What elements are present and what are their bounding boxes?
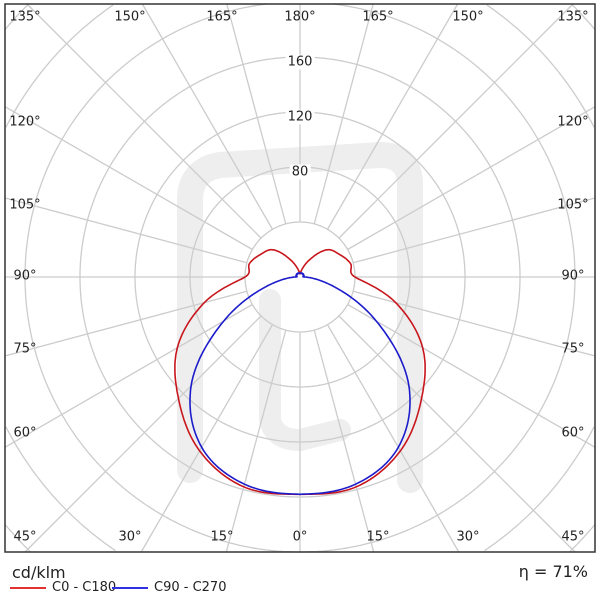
grid-spoke [4, 106, 253, 251]
angle-label: 60° [13, 425, 37, 441]
legend-swatch-blue [112, 586, 148, 589]
grid-spoke [347, 106, 596, 251]
angle-label: 135° [557, 9, 589, 25]
grid-ring-40 [244, 221, 356, 333]
angle-label: 150° [114, 9, 146, 25]
grid-spoke [326, 324, 460, 553]
grid-spoke [338, 3, 574, 239]
grid-ring-280 [571, 4, 596, 30]
angle-label: 0° [292, 529, 308, 545]
legend-item-c0-c180: C0 - C180 [10, 580, 116, 595]
angle-label: 45° [561, 529, 585, 545]
angle-label: 90° [13, 268, 37, 284]
grid-spoke [4, 303, 253, 448]
grid-spoke [313, 3, 374, 225]
grid-spoke [225, 329, 287, 553]
angle-label: 15° [366, 529, 390, 545]
grid-spoke [326, 3, 459, 230]
angle-label: 15° [210, 529, 234, 545]
angle-label: 90° [561, 268, 585, 284]
radial-tick-label: 80 [289, 164, 311, 180]
grid-ring-240 [5, 426, 116, 552]
angle-label: 75° [13, 341, 37, 357]
angle-label: 165° [362, 9, 394, 25]
angle-label: 120° [557, 114, 589, 130]
grid-ring-240 [486, 4, 595, 128]
legend-swatch-red [10, 586, 46, 589]
grid-spoke [24, 315, 262, 553]
angle-label: 165° [206, 9, 238, 25]
angle-label: 150° [452, 9, 484, 25]
legend-label: C0 - C180 [52, 580, 117, 595]
grid-spoke [141, 3, 274, 230]
grid-ring-200 [24, 3, 300, 553]
angle-label: 135° [9, 9, 41, 25]
grid-spoke [4, 197, 248, 264]
efficiency-label: η = 71% [518, 562, 588, 581]
angle-label: 60° [561, 425, 585, 441]
legend-item-c90-c270: C90 - C270 [112, 580, 226, 595]
grid-ring-280 [4, 4, 29, 30]
grid-spoke [140, 324, 274, 553]
angle-label: 75° [561, 341, 585, 357]
grid-ring-200 [300, 3, 576, 553]
grid-spoke [4, 290, 248, 357]
plot-border [4, 3, 596, 553]
grid-spoke [313, 329, 375, 553]
angle-label: 45° [13, 529, 37, 545]
legend-label: C90 - C270 [154, 580, 227, 595]
grid-ring-280 [569, 524, 596, 553]
angle-label: 30° [118, 529, 142, 545]
grid-ring-280 [4, 524, 31, 553]
watermark-logo [259, 289, 351, 452]
radial-tick-label: 160 [285, 54, 315, 70]
grid-ring-240 [484, 426, 595, 552]
grid-spoke [352, 290, 596, 357]
grid-ring-240 [5, 4, 114, 128]
grid-spoke [226, 3, 287, 225]
angle-label: 30° [456, 529, 480, 545]
angle-label: 105° [557, 197, 589, 213]
radial-tick-label: 120 [285, 109, 315, 125]
angle-label: 180° [284, 9, 316, 25]
grid-spoke [352, 197, 596, 264]
grid-spoke [347, 303, 596, 448]
angle-label: 105° [9, 197, 41, 213]
series-curve-c90-c270 [189, 272, 411, 496]
grid-spoke [26, 3, 262, 239]
grid-spoke [338, 315, 576, 553]
unit-label: cd/klm [12, 563, 66, 582]
angle-label: 120° [9, 114, 41, 130]
